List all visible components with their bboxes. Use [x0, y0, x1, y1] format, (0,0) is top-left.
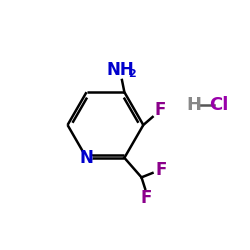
Text: F: F — [154, 101, 166, 119]
Text: Cl: Cl — [210, 96, 229, 114]
Text: H: H — [186, 96, 201, 114]
Text: F: F — [141, 189, 152, 207]
Text: F: F — [155, 161, 167, 179]
Circle shape — [81, 152, 92, 163]
Text: N: N — [80, 149, 94, 167]
Text: NH: NH — [107, 61, 134, 79]
Text: 2: 2 — [128, 69, 136, 79]
